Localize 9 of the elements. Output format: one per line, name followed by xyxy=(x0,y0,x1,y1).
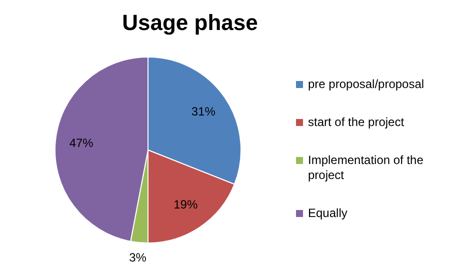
data-label: 31% xyxy=(191,104,216,119)
legend-label: Implementation of the project xyxy=(308,153,424,182)
legend-label: Equally xyxy=(308,206,348,220)
data-label: 47% xyxy=(69,136,94,150)
legend-label: start of the project xyxy=(308,115,405,130)
data-label: 3% xyxy=(129,250,147,265)
legend-label: pre proposal/proposal xyxy=(308,77,424,92)
data-label: 19% xyxy=(174,198,198,212)
chart-title: Usage phase xyxy=(122,10,258,35)
